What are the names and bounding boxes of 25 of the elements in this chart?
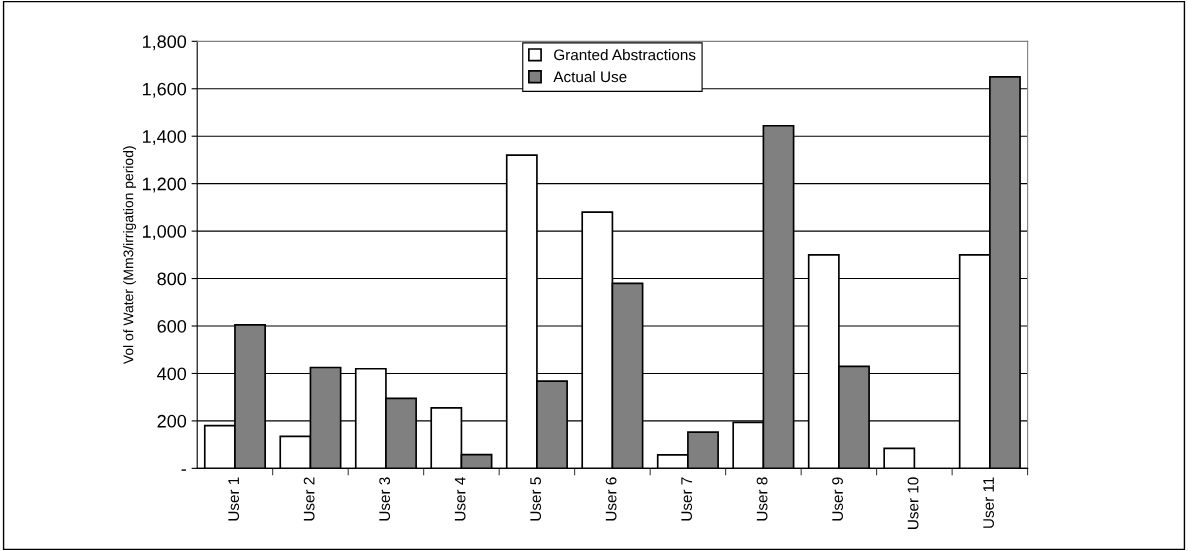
legend-label: Actual Use <box>553 71 627 83</box>
x-tick-label: User 9 <box>832 477 843 521</box>
y-axis-title: Vol of Water (Mm3/irrigation period) <box>123 146 137 365</box>
y-tick-label: 400 <box>157 367 187 381</box>
x-tick-label: User 10 <box>907 477 919 529</box>
y-tick-label: 800 <box>157 272 187 286</box>
y-tick-label: 1,200 <box>142 177 187 193</box>
x-tick-label: User 2 <box>303 477 315 521</box>
bar <box>883 447 916 469</box>
x-tick-label: User 1 <box>228 477 240 521</box>
x-tick-label: User 8 <box>756 477 768 521</box>
y-tick-label: 200 <box>157 414 187 428</box>
y-tick-label: 1,800 <box>142 35 187 51</box>
y-tick-label: - <box>181 469 186 471</box>
x-tick-label: User 4 <box>454 477 466 521</box>
legend-label: Granted Abstractions <box>554 49 696 61</box>
y-tick-label: 1,000 <box>142 225 187 240</box>
x-tick-label: User 7 <box>681 477 693 521</box>
x-tick-label: User 5 <box>530 477 542 521</box>
y-tick-label: 1,400 <box>142 130 187 146</box>
x-tick-label: User 3 <box>379 477 391 521</box>
x-tick-label: User 11 <box>983 477 994 528</box>
y-tick-label: 600 <box>157 319 187 333</box>
x-tick-label: User 6 <box>605 477 617 521</box>
y-tick-label: 1,600 <box>142 82 187 98</box>
